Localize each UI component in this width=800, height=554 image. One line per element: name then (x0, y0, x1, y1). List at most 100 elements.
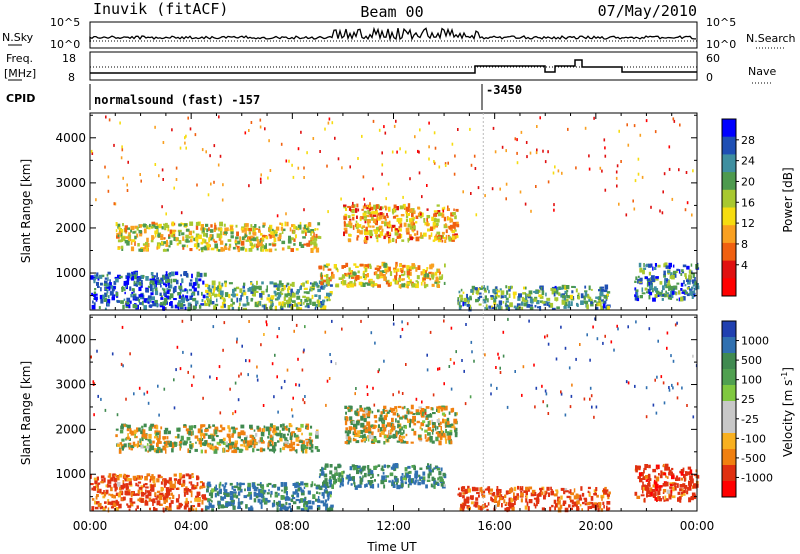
heatmap-cell (386, 438, 389, 442)
heatmap-cell (123, 474, 126, 479)
heatmap-cell (671, 294, 674, 299)
heatmap-cell (128, 508, 131, 512)
heatmap-cell (373, 204, 377, 210)
heatmap-cell (322, 300, 324, 304)
heatmap-cell (122, 364, 124, 368)
heatmap-cell (260, 489, 264, 495)
heatmap-cell (436, 466, 439, 469)
heatmap-cell (694, 285, 698, 291)
heatmap-cell (407, 410, 410, 415)
noise-trace (89, 26, 697, 42)
heatmap-cell (123, 424, 127, 427)
heatmap-cell (395, 261, 398, 267)
heatmap-cell (526, 304, 530, 308)
heatmap-cell (587, 490, 590, 493)
heatmap-cell (498, 300, 503, 306)
heatmap-cell (280, 386, 283, 390)
heatmap-cell (427, 215, 431, 219)
heatmap-cell (126, 503, 129, 506)
heatmap-cell (393, 204, 397, 209)
heatmap-cell (238, 498, 240, 502)
heatmap-cell (442, 209, 445, 213)
heatmap-cell (237, 431, 241, 437)
heatmap-cell (654, 378, 656, 382)
heatmap-cell (96, 487, 99, 492)
heatmap-cell (168, 477, 172, 483)
heatmap-cell (505, 302, 507, 306)
heatmap-cell (310, 444, 314, 449)
heatmap-cell (180, 299, 184, 303)
heatmap-cell (600, 508, 604, 512)
heatmap-cell (680, 473, 685, 476)
heatmap-cell (367, 209, 370, 215)
heatmap-cell (202, 494, 206, 500)
heatmap-cell (670, 489, 673, 494)
heatmap-cell (568, 366, 571, 370)
heatmap-cell (604, 284, 609, 290)
heatmap-cell (248, 320, 250, 323)
heatmap-cell (694, 280, 697, 285)
heatmap-cell (516, 493, 519, 498)
heatmap-cell (365, 264, 369, 267)
heatmap-cell (232, 412, 234, 416)
heatmap-cell (462, 508, 465, 512)
heatmap-cell (168, 430, 171, 434)
heatmap-cell (166, 248, 169, 252)
heatmap-cell (391, 227, 393, 232)
heatmap-cell (420, 422, 425, 427)
colorbar-tick-label: 20 (741, 175, 755, 188)
heatmap-cell (117, 493, 121, 498)
heatmap-cell (336, 268, 339, 273)
heatmap-cell (562, 502, 566, 506)
heatmap-cell (245, 446, 248, 450)
heatmap-cell (328, 281, 330, 286)
heatmap-cell (246, 298, 249, 303)
heatmap-cell (224, 495, 227, 499)
noise-tick-left-bottom: 10^0 (50, 38, 80, 51)
heatmap-cell (129, 497, 133, 503)
heatmap-cell (110, 502, 114, 506)
heatmap-cell (295, 489, 298, 494)
heatmap-cell (260, 431, 265, 437)
heatmap-cell (225, 502, 229, 507)
heatmap-cell (471, 486, 476, 492)
heatmap-cell (676, 282, 680, 285)
heatmap-cell (188, 481, 191, 484)
heatmap-cell (123, 280, 128, 284)
heatmap-cell (372, 424, 376, 430)
heatmap-cell (124, 291, 126, 295)
heatmap-cell (488, 488, 490, 493)
heatmap-cell (151, 221, 156, 226)
heatmap-cell (428, 271, 433, 275)
heatmap-cell (367, 219, 371, 224)
heatmap-cell (441, 207, 444, 211)
heatmap-cell (411, 212, 414, 218)
heatmap-cell (265, 426, 270, 432)
heatmap-cell (322, 305, 327, 308)
heatmap-cell (277, 237, 280, 242)
heatmap-cell (563, 490, 566, 495)
heatmap-cell (427, 465, 431, 468)
heatmap-cell (484, 295, 487, 301)
heatmap-cell (222, 348, 224, 352)
heatmap-cell (201, 442, 205, 446)
heatmap-cell (343, 220, 346, 224)
heatmap-cell (388, 435, 393, 439)
heatmap-cell (204, 449, 207, 454)
heatmap-cell (117, 274, 121, 279)
heatmap-cell (444, 419, 448, 424)
heatmap-cell (379, 414, 383, 418)
heatmap-cell (502, 354, 505, 358)
heatmap-cell (547, 342, 550, 346)
heatmap-cell (264, 127, 266, 131)
heatmap-cell (426, 417, 428, 420)
heatmap-cell (509, 302, 513, 308)
heatmap-cell (196, 240, 199, 244)
heatmap-cell (291, 446, 295, 451)
heatmap-cell (182, 483, 185, 487)
heatmap-cell (278, 293, 282, 298)
heatmap-cell (672, 270, 677, 276)
heatmap-cell (202, 424, 206, 427)
heatmap-cell (464, 489, 468, 494)
heatmap-cell (654, 130, 657, 134)
